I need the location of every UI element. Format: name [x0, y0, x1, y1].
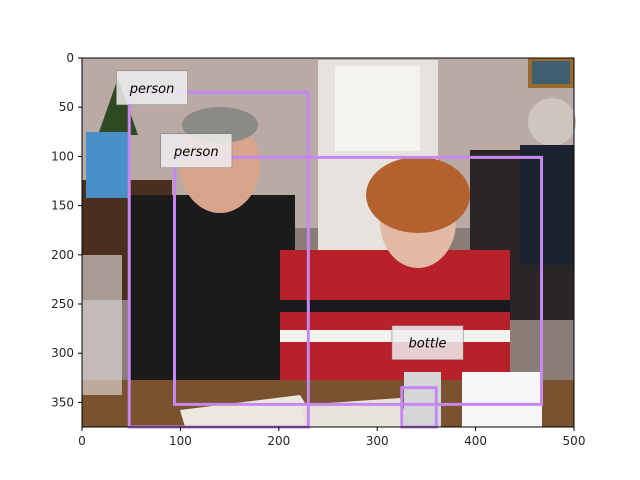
y-tick-label: 350 — [51, 395, 74, 409]
x-tick-label: 200 — [267, 434, 290, 448]
y-tick-label: 300 — [51, 346, 74, 360]
photo — [82, 58, 576, 427]
detection-box-person — [172, 155, 544, 406]
y-tick-label: 100 — [51, 149, 74, 163]
y-tick-label: 0 — [66, 51, 74, 65]
y-tick-label: 250 — [51, 297, 74, 311]
x-tick-label: 0 — [78, 434, 86, 448]
y-tick-label: 200 — [51, 248, 74, 262]
y-axis: 0 50 100 150 200 250 300 350 — [51, 51, 82, 409]
x-tick-label: 400 — [464, 434, 487, 448]
detection-label-person: person — [173, 145, 219, 160]
x-axis: 0 100 200 300 400 500 — [78, 427, 585, 448]
detection-label-bg — [160, 133, 233, 169]
detection-label-person: person — [129, 82, 175, 97]
detection-label-bg — [116, 70, 188, 106]
x-tick-label: 100 — [169, 434, 192, 448]
y-tick-label: 50 — [59, 100, 74, 114]
detection-label-bottle: bottle — [409, 337, 447, 352]
detection-label-bg — [391, 325, 464, 360]
x-tick-label: 500 — [563, 434, 586, 448]
y-tick-label: 150 — [51, 199, 74, 213]
axes-frame — [81, 57, 575, 428]
x-tick-label: 300 — [366, 434, 389, 448]
